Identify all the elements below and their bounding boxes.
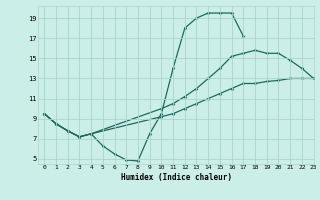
X-axis label: Humidex (Indice chaleur): Humidex (Indice chaleur) — [121, 173, 231, 182]
